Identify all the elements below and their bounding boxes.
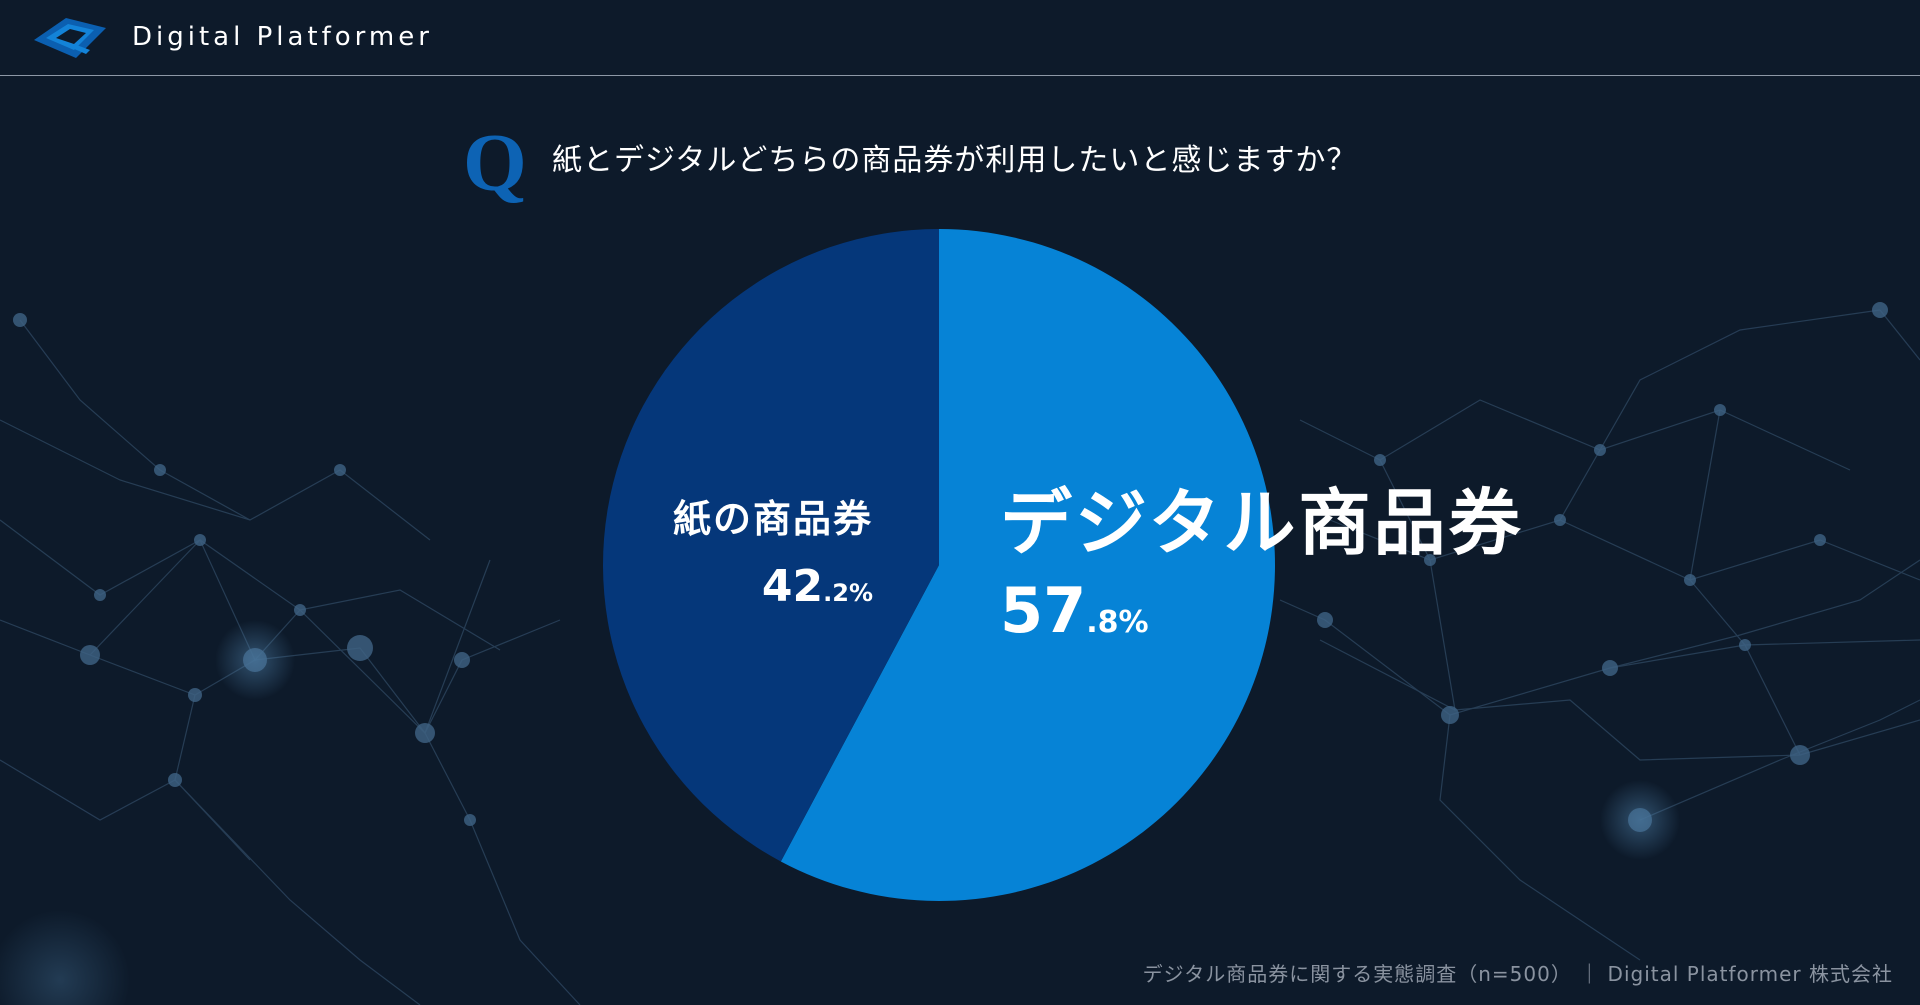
brand-name: Digital Platformer	[132, 22, 433, 52]
pie-label-paper: 紙の商品券 42.2%	[673, 488, 873, 612]
slice-value-int: 42	[761, 561, 824, 612]
slice-name-paper: 紙の商品券	[672, 497, 873, 541]
question-mark-letter: Q	[463, 117, 527, 208]
slice-name-digital: デジタル商品券	[1000, 481, 1524, 565]
logo-icon	[34, 18, 106, 58]
pie-label-digital: デジタル商品券 57.8%	[1000, 480, 1524, 647]
app-header: Digital Platformer	[0, 0, 1920, 76]
source-note: デジタル商品券に関する実態調査（n=500） ｜ Digital Platfor…	[1142, 962, 1893, 986]
question-text: 紙とデジタルどちらの商品券が利用したいと感じますか？	[552, 143, 1358, 178]
slice-value-paper: 42.2%	[673, 561, 873, 612]
header-divider	[0, 75, 1920, 76]
pie-slice-paper	[603, 229, 939, 862]
slice-value-int: 57	[1000, 574, 1087, 647]
pie-slice-digital	[780, 229, 1275, 901]
slice-value-dec: .2%	[823, 579, 873, 607]
slice-value-dec: .8%	[1086, 605, 1149, 640]
slice-value-digital: 57.8%	[1000, 574, 1524, 647]
